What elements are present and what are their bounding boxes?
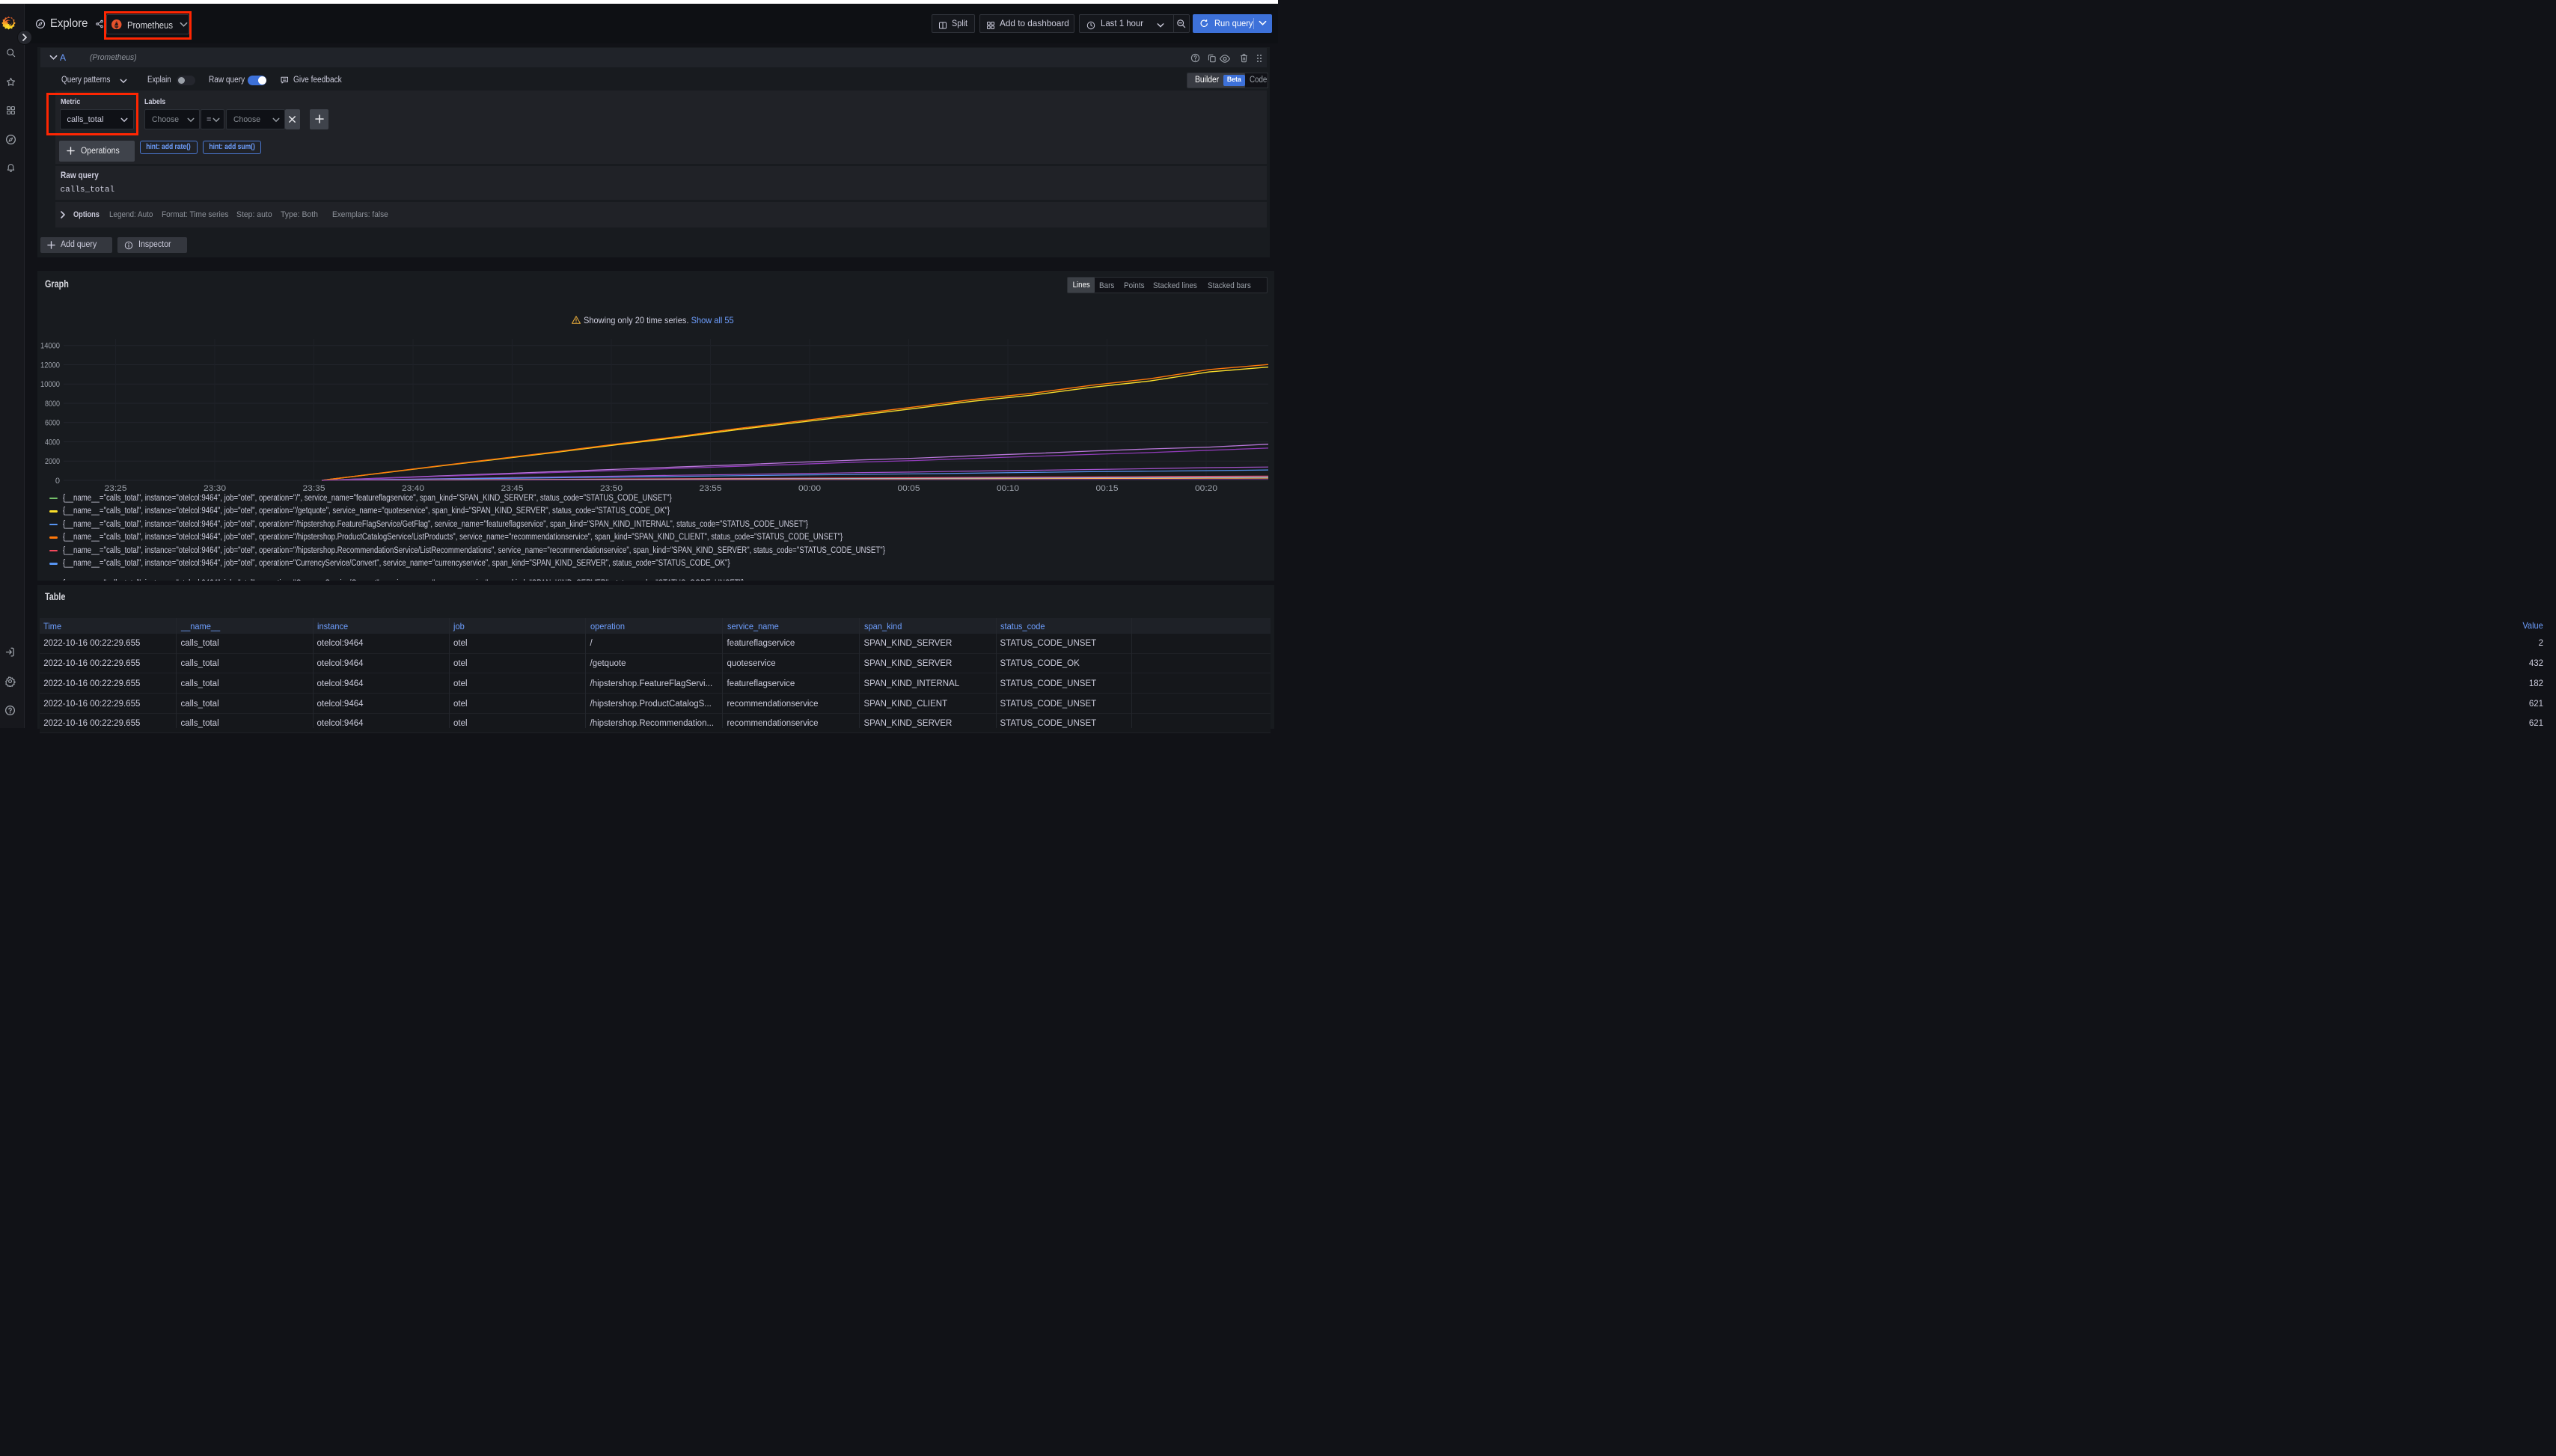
svg-text:2000: 2000 bbox=[45, 457, 60, 466]
svg-text:12000: 12000 bbox=[40, 361, 60, 370]
svg-text:00:15: 00:15 bbox=[1096, 484, 1119, 493]
svg-text:23:30: 23:30 bbox=[204, 484, 226, 493]
svg-text:00:00: 00:00 bbox=[798, 484, 821, 493]
svg-text:0: 0 bbox=[55, 477, 60, 486]
svg-text:8000: 8000 bbox=[45, 400, 60, 409]
svg-text:23:55: 23:55 bbox=[700, 484, 722, 493]
svg-text:23:35: 23:35 bbox=[303, 484, 325, 493]
svg-text:00:05: 00:05 bbox=[898, 484, 920, 493]
svg-text:10000: 10000 bbox=[40, 380, 60, 389]
svg-text:4000: 4000 bbox=[45, 438, 60, 447]
svg-text:00:10: 00:10 bbox=[997, 484, 1019, 493]
svg-text:23:40: 23:40 bbox=[402, 484, 424, 493]
svg-text:23:25: 23:25 bbox=[105, 484, 127, 493]
svg-text:14000: 14000 bbox=[40, 342, 60, 351]
svg-text:00:20: 00:20 bbox=[1195, 484, 1217, 493]
svg-text:6000: 6000 bbox=[45, 419, 60, 428]
svg-text:23:45: 23:45 bbox=[501, 484, 524, 493]
svg-text:23:50: 23:50 bbox=[600, 484, 623, 493]
